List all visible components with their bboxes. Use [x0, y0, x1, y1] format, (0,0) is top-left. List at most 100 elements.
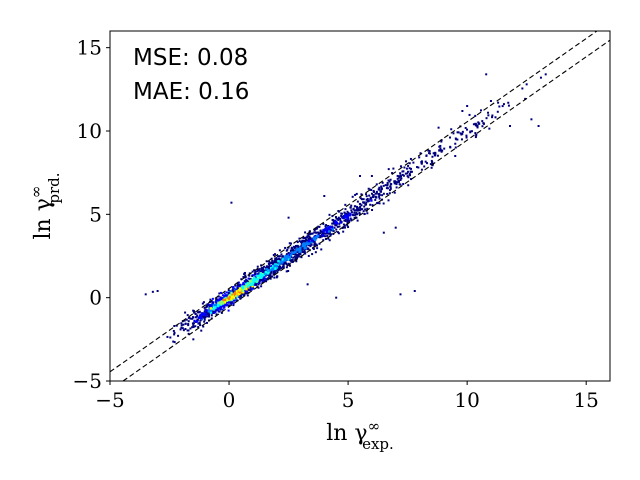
scatter-point — [277, 255, 280, 258]
scatter-point — [276, 275, 279, 278]
scatter-point — [375, 192, 378, 195]
scatter-point — [206, 315, 209, 318]
scatter-point — [294, 257, 297, 260]
scatter-point — [271, 275, 274, 278]
scatter-point — [273, 264, 276, 267]
scatter-point — [272, 271, 275, 274]
scatter-point — [284, 261, 287, 264]
scatter-point — [180, 322, 183, 325]
outlier-point — [537, 125, 540, 127]
outlier-point — [306, 283, 309, 286]
scatter-point — [238, 289, 241, 292]
scatter-point — [288, 264, 291, 267]
scatter-point — [293, 245, 296, 248]
scatter-point — [322, 222, 325, 225]
scatter-point — [295, 260, 298, 263]
outlier-point — [485, 73, 488, 76]
scatter-point — [237, 281, 240, 284]
scatter-point — [305, 239, 308, 242]
scatter-point — [187, 322, 190, 325]
scatter-point — [395, 186, 398, 189]
scatter-point — [239, 283, 242, 286]
scatter-point — [222, 305, 225, 308]
scatter-point — [397, 175, 400, 178]
scatter-point — [439, 144, 442, 147]
scatter-point — [474, 136, 477, 139]
scatter-point — [215, 313, 218, 316]
scatter-point — [465, 134, 468, 137]
scatter-point — [356, 200, 359, 203]
scatter-point — [278, 262, 281, 265]
scatter-point — [203, 306, 206, 309]
scatter-point — [182, 323, 185, 326]
scatter-point — [348, 219, 351, 222]
scatter-point — [276, 263, 280, 266]
scatter-point — [256, 265, 259, 268]
scatter-point — [306, 240, 309, 243]
scatter-point — [239, 286, 242, 289]
scatter-point — [272, 254, 275, 257]
scatter-point — [236, 290, 239, 293]
scatter-point — [207, 303, 210, 306]
scatter-point — [351, 195, 354, 198]
outlier-point — [394, 226, 397, 229]
scatter-point — [270, 271, 273, 274]
scatter-point — [244, 292, 247, 295]
scatter-point — [237, 284, 240, 287]
scatter-point — [196, 311, 199, 314]
scatter-point — [195, 315, 198, 318]
scatter-point — [328, 213, 331, 216]
scatter-point — [297, 255, 300, 258]
scatter-point — [220, 298, 222, 301]
scatter-point — [212, 302, 215, 305]
scatter-point — [298, 247, 302, 251]
scatter-point — [253, 276, 256, 280]
scatter-point — [381, 181, 384, 184]
scatter-point — [262, 278, 265, 281]
scatter-point — [335, 220, 338, 223]
scatter-point — [487, 114, 490, 117]
outlier-point — [530, 118, 533, 121]
scatter-point — [246, 285, 250, 288]
scatter-point — [475, 134, 478, 137]
scatter-point — [310, 240, 313, 244]
scatter-point — [196, 314, 199, 317]
scatter-point — [186, 314, 189, 317]
outlier-point — [151, 290, 154, 293]
scatter-point — [321, 233, 324, 235]
scatter-point — [498, 105, 501, 108]
outlier-point — [173, 325, 176, 327]
scatter-point — [294, 244, 297, 247]
scatter-point — [310, 239, 314, 242]
scatter-point — [251, 270, 254, 273]
scatter-point — [242, 282, 245, 285]
scatter-point — [407, 176, 410, 179]
scatter-point — [425, 154, 428, 157]
scatter-point — [388, 180, 391, 183]
scatter-point — [328, 228, 331, 231]
scatter-point — [410, 167, 412, 170]
scatter-point — [278, 257, 281, 260]
scatter-point — [185, 318, 188, 321]
outlier-point — [156, 290, 159, 292]
scatter-point — [227, 289, 230, 292]
scatter-point — [328, 226, 332, 229]
scatter-point — [208, 303, 211, 306]
scatter-point — [258, 280, 261, 283]
scatter-point — [219, 301, 222, 304]
scatter-point — [417, 166, 420, 169]
scatter-point — [193, 319, 196, 323]
scatter-point — [197, 322, 200, 325]
scatter-point — [169, 336, 172, 339]
scatter-point — [470, 130, 473, 133]
scatter-point — [521, 87, 524, 90]
scatter-point — [233, 299, 236, 302]
scatter-point — [341, 226, 344, 229]
scatter-point — [232, 294, 235, 297]
scatter-point — [289, 254, 293, 257]
scatter-point — [308, 243, 311, 246]
scatter-point — [260, 275, 264, 278]
scatter-point — [268, 274, 271, 277]
scatter-point — [273, 276, 276, 279]
scatter-point — [237, 292, 240, 296]
